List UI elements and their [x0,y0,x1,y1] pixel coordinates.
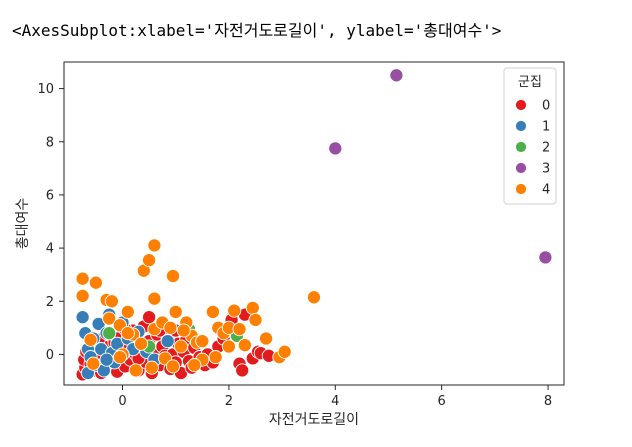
x-tick-label: 8 [544,394,552,409]
point-cluster-4 [120,304,135,319]
point-cluster-4 [83,332,98,347]
point-cluster-4 [173,339,189,354]
x-tick-label: 6 [438,394,446,409]
points-layer [75,68,553,382]
y-tick-label: 10 [37,82,54,97]
x-tick-label: 0 [118,394,126,409]
legend-marker-2 [515,141,527,153]
point-cluster-4 [120,326,135,341]
legend-label-2: 2 [542,141,550,156]
y-axis-label: 총대여수 [15,198,31,250]
point-cluster-4 [195,334,210,349]
point-cluster-4 [75,271,90,286]
point-cluster-4 [176,323,191,338]
y-tick-label: 4 [46,242,54,257]
point-cluster-4 [128,363,143,378]
point-cluster-4 [147,291,162,306]
point-cluster-4 [75,288,90,303]
point-cluster-4 [134,336,149,351]
point-cluster-4 [163,320,178,335]
legend-label-0: 0 [542,99,550,114]
y-tick-label: 2 [46,295,54,310]
point-cluster-4 [147,238,162,253]
output-repr-text: <AxesSubplot:xlabel='자전거도로길이', ylabel='총… [12,21,502,40]
point-cluster-4 [86,356,101,371]
point-cluster-4 [112,350,127,365]
point-cluster-4 [259,331,274,346]
y-tick-label: 6 [46,188,54,203]
point-cluster-4 [187,358,202,373]
point-cluster-4 [168,304,183,319]
x-tick-label: 2 [225,394,233,409]
legend-marker-3 [515,162,527,174]
point-cluster-4 [221,339,236,354]
point-cluster-4 [165,359,181,374]
point-cluster-4 [88,275,103,290]
legend-label-1: 1 [542,120,550,135]
point-cluster-4 [165,268,181,284]
legend-marker-0 [515,99,527,111]
legend-title: 군집 [518,75,542,90]
legend-label-4: 4 [542,183,550,198]
point-cluster-4 [205,304,220,319]
point-cluster-4 [102,311,117,326]
point-cluster-2 [102,326,117,341]
point-cluster-1 [75,310,90,325]
legend-label-3: 3 [542,162,550,177]
point-cluster-3 [328,141,343,156]
point-cluster-4 [144,360,159,375]
point-cluster-4 [277,344,292,359]
point-cluster-1 [160,334,175,349]
point-cluster-4 [237,338,252,353]
point-cluster-1 [99,352,114,367]
point-cluster-4 [248,312,263,327]
point-cluster-3 [538,250,553,265]
point-cluster-0 [142,310,157,325]
point-cluster-0 [235,363,250,378]
point-cluster-4 [208,350,223,365]
legend-marker-4 [515,183,527,195]
point-cluster-4 [232,322,247,337]
point-cluster-4 [227,303,242,318]
point-cluster-3 [389,68,404,83]
point-cluster-4 [104,294,119,309]
y-tick-label: 8 [46,135,54,150]
axes-frame [63,61,565,386]
point-cluster-4 [142,253,157,268]
legend: 군집0 1 2 3 4 [503,67,557,205]
x-axis-label: 자전거도로길이 [269,412,359,428]
point-cluster-4 [306,290,322,305]
point-cluster-4 [245,300,260,315]
y-tick-label: 0 [46,348,54,363]
x-tick-label: 4 [331,394,339,409]
legend-marker-1 [515,120,527,132]
